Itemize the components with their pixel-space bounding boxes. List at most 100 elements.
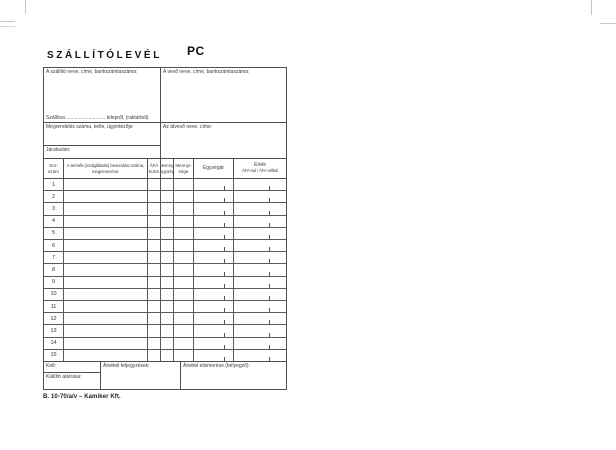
vat-cell: [148, 301, 161, 313]
quantity-cell: [174, 191, 194, 203]
value-cell: [234, 289, 286, 301]
quantity-cell: [174, 301, 194, 313]
page-corner-mark: [0, 26, 15, 27]
unit-cell: [161, 288, 174, 301]
vat-cell: [148, 179, 161, 191]
unit-cell: [161, 227, 174, 240]
buyer-label: A vevő neve, címe, bankszámlaszáma:: [163, 69, 250, 75]
date-label: Kelt:: [46, 363, 57, 369]
quantity-cell: [174, 215, 194, 227]
shipped-from-line: Szállítva ............................ t…: [46, 115, 149, 121]
quantity-cell: [174, 252, 194, 264]
receipt-ack-cell: Átvétel elismerése (bélyegző):: [181, 362, 286, 389]
row-number-cell: 6: [44, 240, 64, 252]
unit-price-cell: [194, 337, 234, 350]
value-cell: [234, 301, 286, 313]
unit-cell: [161, 264, 174, 276]
vat-cell: [148, 203, 161, 215]
vat-cell: [148, 276, 161, 288]
delivery-note-form: A szállító neve, címe, bankszámlaszáma: …: [43, 67, 287, 390]
unit-price-cell: [194, 179, 234, 191]
product-cell: [64, 325, 148, 337]
table-row: 15: [44, 349, 286, 362]
quantity-cell: [174, 240, 194, 252]
value-cell: [234, 191, 286, 203]
product-cell: [64, 276, 148, 288]
unit-cell: [161, 252, 174, 264]
page-corner-mark: [0, 21, 15, 22]
table-row: 3: [44, 203, 286, 216]
value-cell: [234, 203, 286, 215]
col-header-row-number: Sor- szám: [44, 159, 64, 178]
unit-cell: [161, 276, 174, 288]
value-cell: [234, 338, 286, 350]
value-cell: [234, 179, 286, 191]
buyer-pane: A vevő neve, címe, bankszámlaszáma: Az á…: [161, 68, 286, 158]
receiver-label: Az átvevő neve, címe:: [163, 124, 213, 130]
supplier-pane: A szállító neve, címe, bankszámlaszáma: …: [44, 68, 161, 158]
product-cell: [64, 215, 148, 227]
quantity-cell: [174, 325, 194, 337]
date-signature-cell: Kelt: Kiállító aláírása:: [44, 362, 101, 389]
items-table-header: Sor- szám A termék (szolgáltatás) besoro…: [44, 159, 286, 179]
product-cell: [64, 301, 148, 313]
vat-cell: [148, 252, 161, 264]
row-number-cell: 12: [44, 313, 64, 325]
col-header-value: Érték ÁFA-val / ÁFA nélkül: [234, 159, 286, 178]
table-row: 13: [44, 325, 286, 338]
quantity-cell: [174, 349, 194, 362]
unit-cell: [161, 337, 174, 349]
route-number-box: Járatszám:: [44, 146, 160, 158]
product-cell: [64, 252, 148, 264]
unit-cell: [161, 301, 174, 313]
col-header-value-main: Érték: [254, 162, 266, 169]
row-number-cell: 13: [44, 325, 64, 337]
row-number-cell: 3: [44, 203, 64, 215]
vat-cell: [148, 349, 161, 362]
order-box: Megrendelés száma, kelte, ügyintézője:: [44, 123, 160, 146]
unit-cell: [161, 240, 174, 252]
row-number-cell: 4: [44, 215, 64, 227]
signature-section: Kelt: Kiállító aláírása: Átvételi feljeg…: [44, 361, 286, 389]
issuer-signature-cell: Kiállító aláírása:: [44, 373, 100, 389]
quantity-cell: [174, 227, 194, 240]
value-cell: [234, 325, 286, 337]
col-header-product: A termék (szolgáltatás) besorolási száma…: [64, 159, 148, 178]
unit-price-cell: [194, 252, 234, 264]
col-header-unit-price: Egységár: [194, 159, 234, 178]
date-cell: Kelt:: [44, 362, 100, 373]
product-cell: [64, 264, 148, 276]
row-number-cell: 5: [44, 227, 64, 240]
value-cell: [234, 240, 286, 252]
row-number-cell: 15: [44, 349, 64, 362]
row-number-cell: 11: [44, 301, 64, 313]
form-type-code: PC: [187, 44, 205, 58]
table-row: 10: [44, 288, 286, 302]
unit-price-cell: [194, 349, 234, 362]
unit-price-cell: [194, 325, 234, 337]
row-number-cell: 10: [44, 288, 64, 301]
table-row: 4: [44, 215, 286, 228]
unit-cell: [161, 313, 174, 325]
unit-price-cell: [194, 215, 234, 228]
value-cell: [234, 228, 286, 240]
col-header-value-sub: ÁFA-val / ÁFA nélkül: [242, 167, 278, 173]
supplier-label: A szállító neve, címe, bankszámlaszáma:: [46, 69, 138, 75]
unit-price-cell: [194, 240, 234, 252]
table-row: 6: [44, 240, 286, 253]
quantity-cell: [174, 179, 194, 191]
unit-price-cell: [194, 276, 234, 289]
unit-price-cell: [194, 264, 234, 276]
product-cell: [64, 313, 148, 325]
unit-cell: [161, 349, 174, 362]
route-number-label: Járatszám:: [46, 147, 71, 153]
unit-cell: [161, 179, 174, 191]
table-row: 14: [44, 337, 286, 350]
row-number-cell: 14: [44, 337, 64, 349]
product-cell: [64, 349, 148, 362]
table-row: 2: [44, 191, 286, 204]
vat-cell: [148, 191, 161, 203]
table-row: 5: [44, 227, 286, 241]
unit-price-cell: [194, 227, 234, 240]
